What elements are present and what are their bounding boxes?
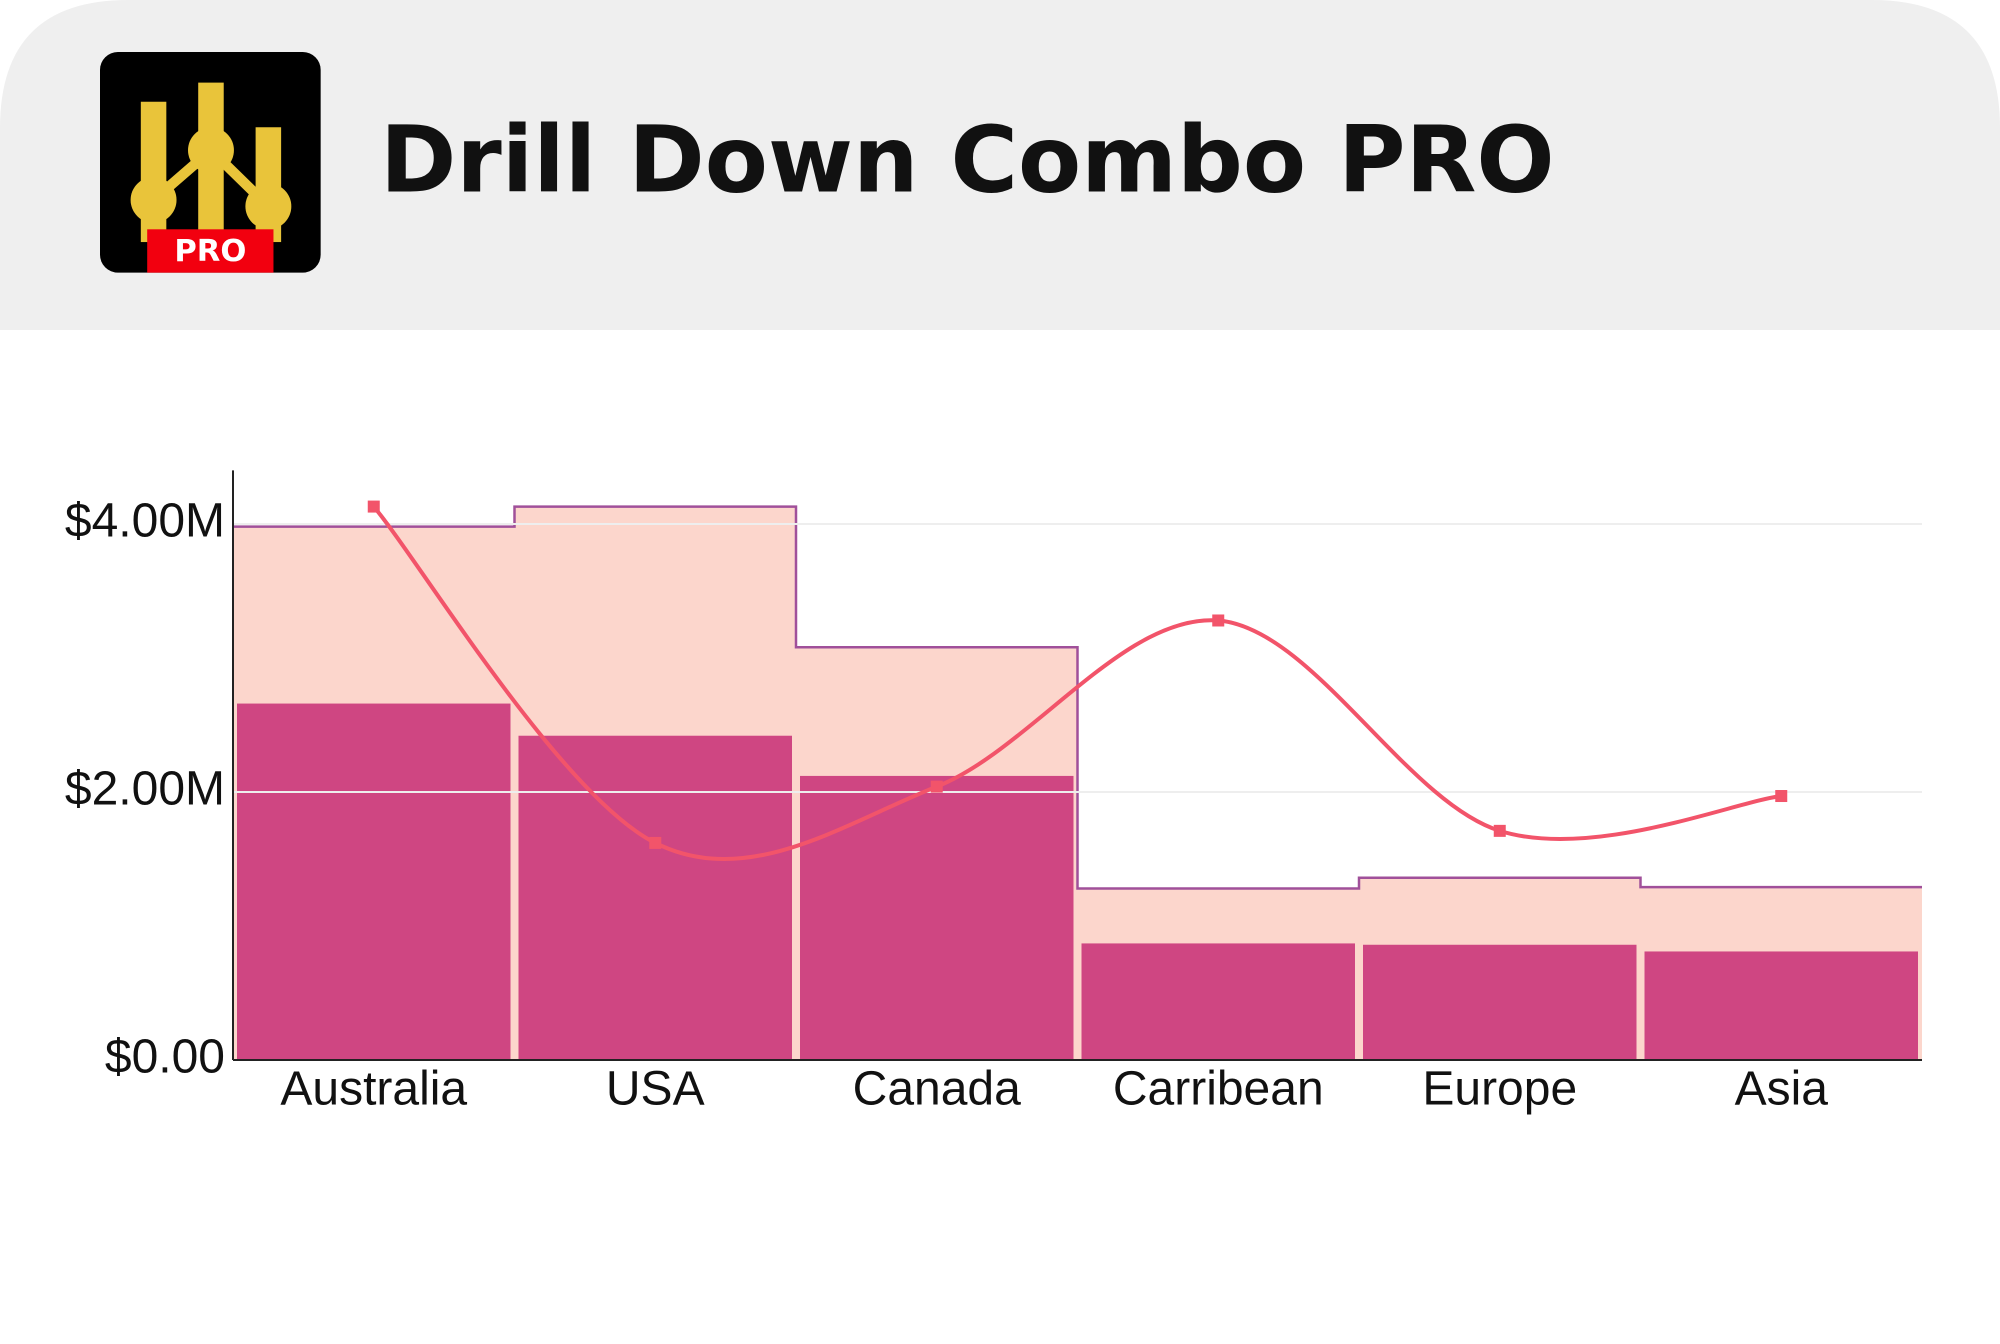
bar	[800, 775, 1074, 1060]
app-icon: PRO	[100, 52, 321, 273]
icon-badge: PRO	[174, 234, 246, 269]
line-marker	[649, 836, 662, 849]
line-marker	[1493, 824, 1506, 837]
y-tick-label: $2.00M	[65, 763, 225, 816]
line-marker	[930, 780, 943, 793]
line	[372, 505, 1782, 861]
page-title: Drill Down Combo PRO	[380, 106, 1555, 213]
line-marker	[367, 500, 380, 513]
bar	[1081, 943, 1355, 1060]
area-outline	[233, 505, 1922, 890]
line-marker	[1775, 790, 1788, 803]
line-marker	[1212, 614, 1225, 627]
x-tick-label: USA	[606, 1063, 705, 1116]
bar	[1363, 944, 1637, 1060]
x-tick-label: Europe	[1422, 1063, 1577, 1116]
x-tick-label: Australia	[280, 1063, 467, 1116]
bar	[518, 735, 792, 1060]
header-band	[0, 0, 2000, 330]
x-tick-label: Asia	[1735, 1063, 1829, 1116]
x-tick-label: Carribean	[1113, 1063, 1324, 1116]
y-tick-label: $4.00M	[65, 495, 225, 548]
bar	[237, 703, 511, 1060]
x-tick-label: Canada	[853, 1063, 1021, 1116]
bar	[1644, 951, 1918, 1060]
y-tick-label: $0.00	[105, 1031, 225, 1084]
